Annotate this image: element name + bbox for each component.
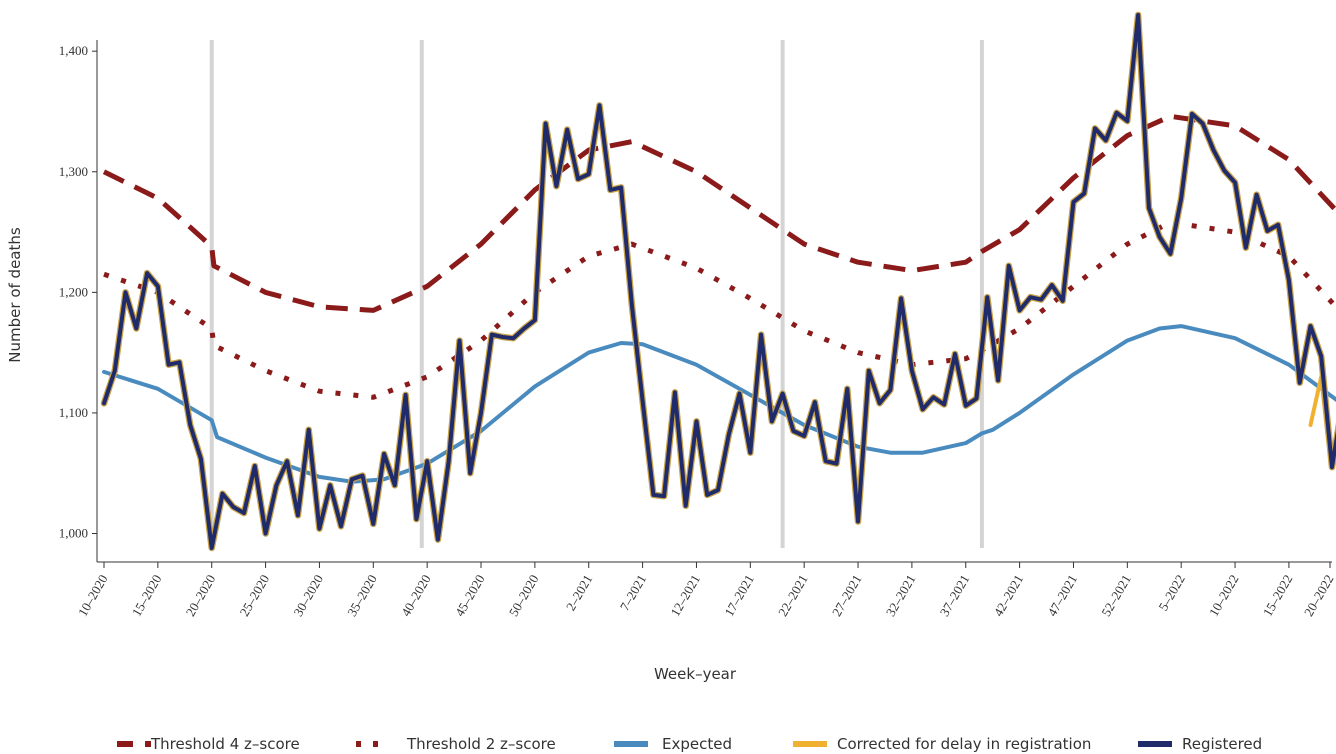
x-tick-label: 27–2021 xyxy=(829,572,865,619)
x-tick-label: 37–2021 xyxy=(937,572,973,619)
series-lines xyxy=(100,11,1336,552)
y-axis-title: Number of deaths xyxy=(6,227,24,363)
y-tick-label: 1,100 xyxy=(59,405,88,420)
series-expected-line xyxy=(102,324,1336,484)
series-threshold-4-z-score-line xyxy=(102,113,1336,313)
x-axis-title: Week–year xyxy=(654,665,737,683)
series-registered-line xyxy=(102,13,1336,550)
x-tick-label: 35–2020 xyxy=(344,572,380,619)
y-tick-label: 1,400 xyxy=(59,43,88,58)
x-tick-label: 10–2020 xyxy=(75,572,111,619)
x-tick-label: 15–2020 xyxy=(129,572,165,619)
vertical-markers xyxy=(209,40,984,548)
legend-label-threshold-2-z-score: Threshold 2 z–score xyxy=(406,735,556,753)
x-tick-label: 42–2021 xyxy=(990,572,1026,619)
x-ticks: 10–2020 15–2020 20–2020 25–2020 30–2020 35–20… xyxy=(75,562,1336,619)
x-tick-label: 10–2022 xyxy=(1206,572,1242,619)
x-tick-label: 47–2021 xyxy=(1044,572,1080,619)
x-tick-label: 22–2021 xyxy=(775,572,811,619)
x-tick-label: 12–2021 xyxy=(667,572,703,619)
x-tick-label: 15–2022 xyxy=(1260,572,1296,619)
legend: Threshold 4 z–score Threshold 2 z–score Ex… xyxy=(117,735,1262,753)
x-tick-label: 20–2022 xyxy=(1301,572,1336,619)
y-tick-label: 1,200 xyxy=(59,284,88,299)
x-tick-label: 2–2021 xyxy=(563,572,595,613)
x-tick-label: 20–2020 xyxy=(183,572,219,619)
legend-label-expected: Expected xyxy=(662,735,732,753)
x-tick-label: 7–2021 xyxy=(617,572,649,613)
x-tick-label: 25–2020 xyxy=(236,572,272,619)
legend-label-corrected-for-delay-in-registration: Corrected for delay in registration xyxy=(837,735,1091,753)
x-tick-label: 17–2021 xyxy=(721,572,757,619)
x-tick-label: 45–2020 xyxy=(452,572,488,619)
y-tick-label: 1,000 xyxy=(59,526,88,541)
axes xyxy=(96,40,1332,563)
series-threshold-2-z-score-line xyxy=(103,219,1336,400)
legend-label-registered: Registered xyxy=(1182,735,1262,753)
legend-label-threshold-4-z-score: Threshold 4 z–score xyxy=(150,735,300,753)
y-ticks: 1,000 1,100 1,200 1,300 1,400 xyxy=(59,43,97,541)
x-tick-label: 5–2022 xyxy=(1155,572,1187,613)
x-tick-label: 40–2020 xyxy=(398,572,434,619)
x-tick-label: 52–2021 xyxy=(1098,572,1134,619)
x-tick-label: 32–2021 xyxy=(883,572,919,619)
y-tick-label: 1,300 xyxy=(59,164,88,179)
x-tick-label: 30–2020 xyxy=(290,572,326,619)
x-tick-label: 50–2020 xyxy=(506,572,542,619)
